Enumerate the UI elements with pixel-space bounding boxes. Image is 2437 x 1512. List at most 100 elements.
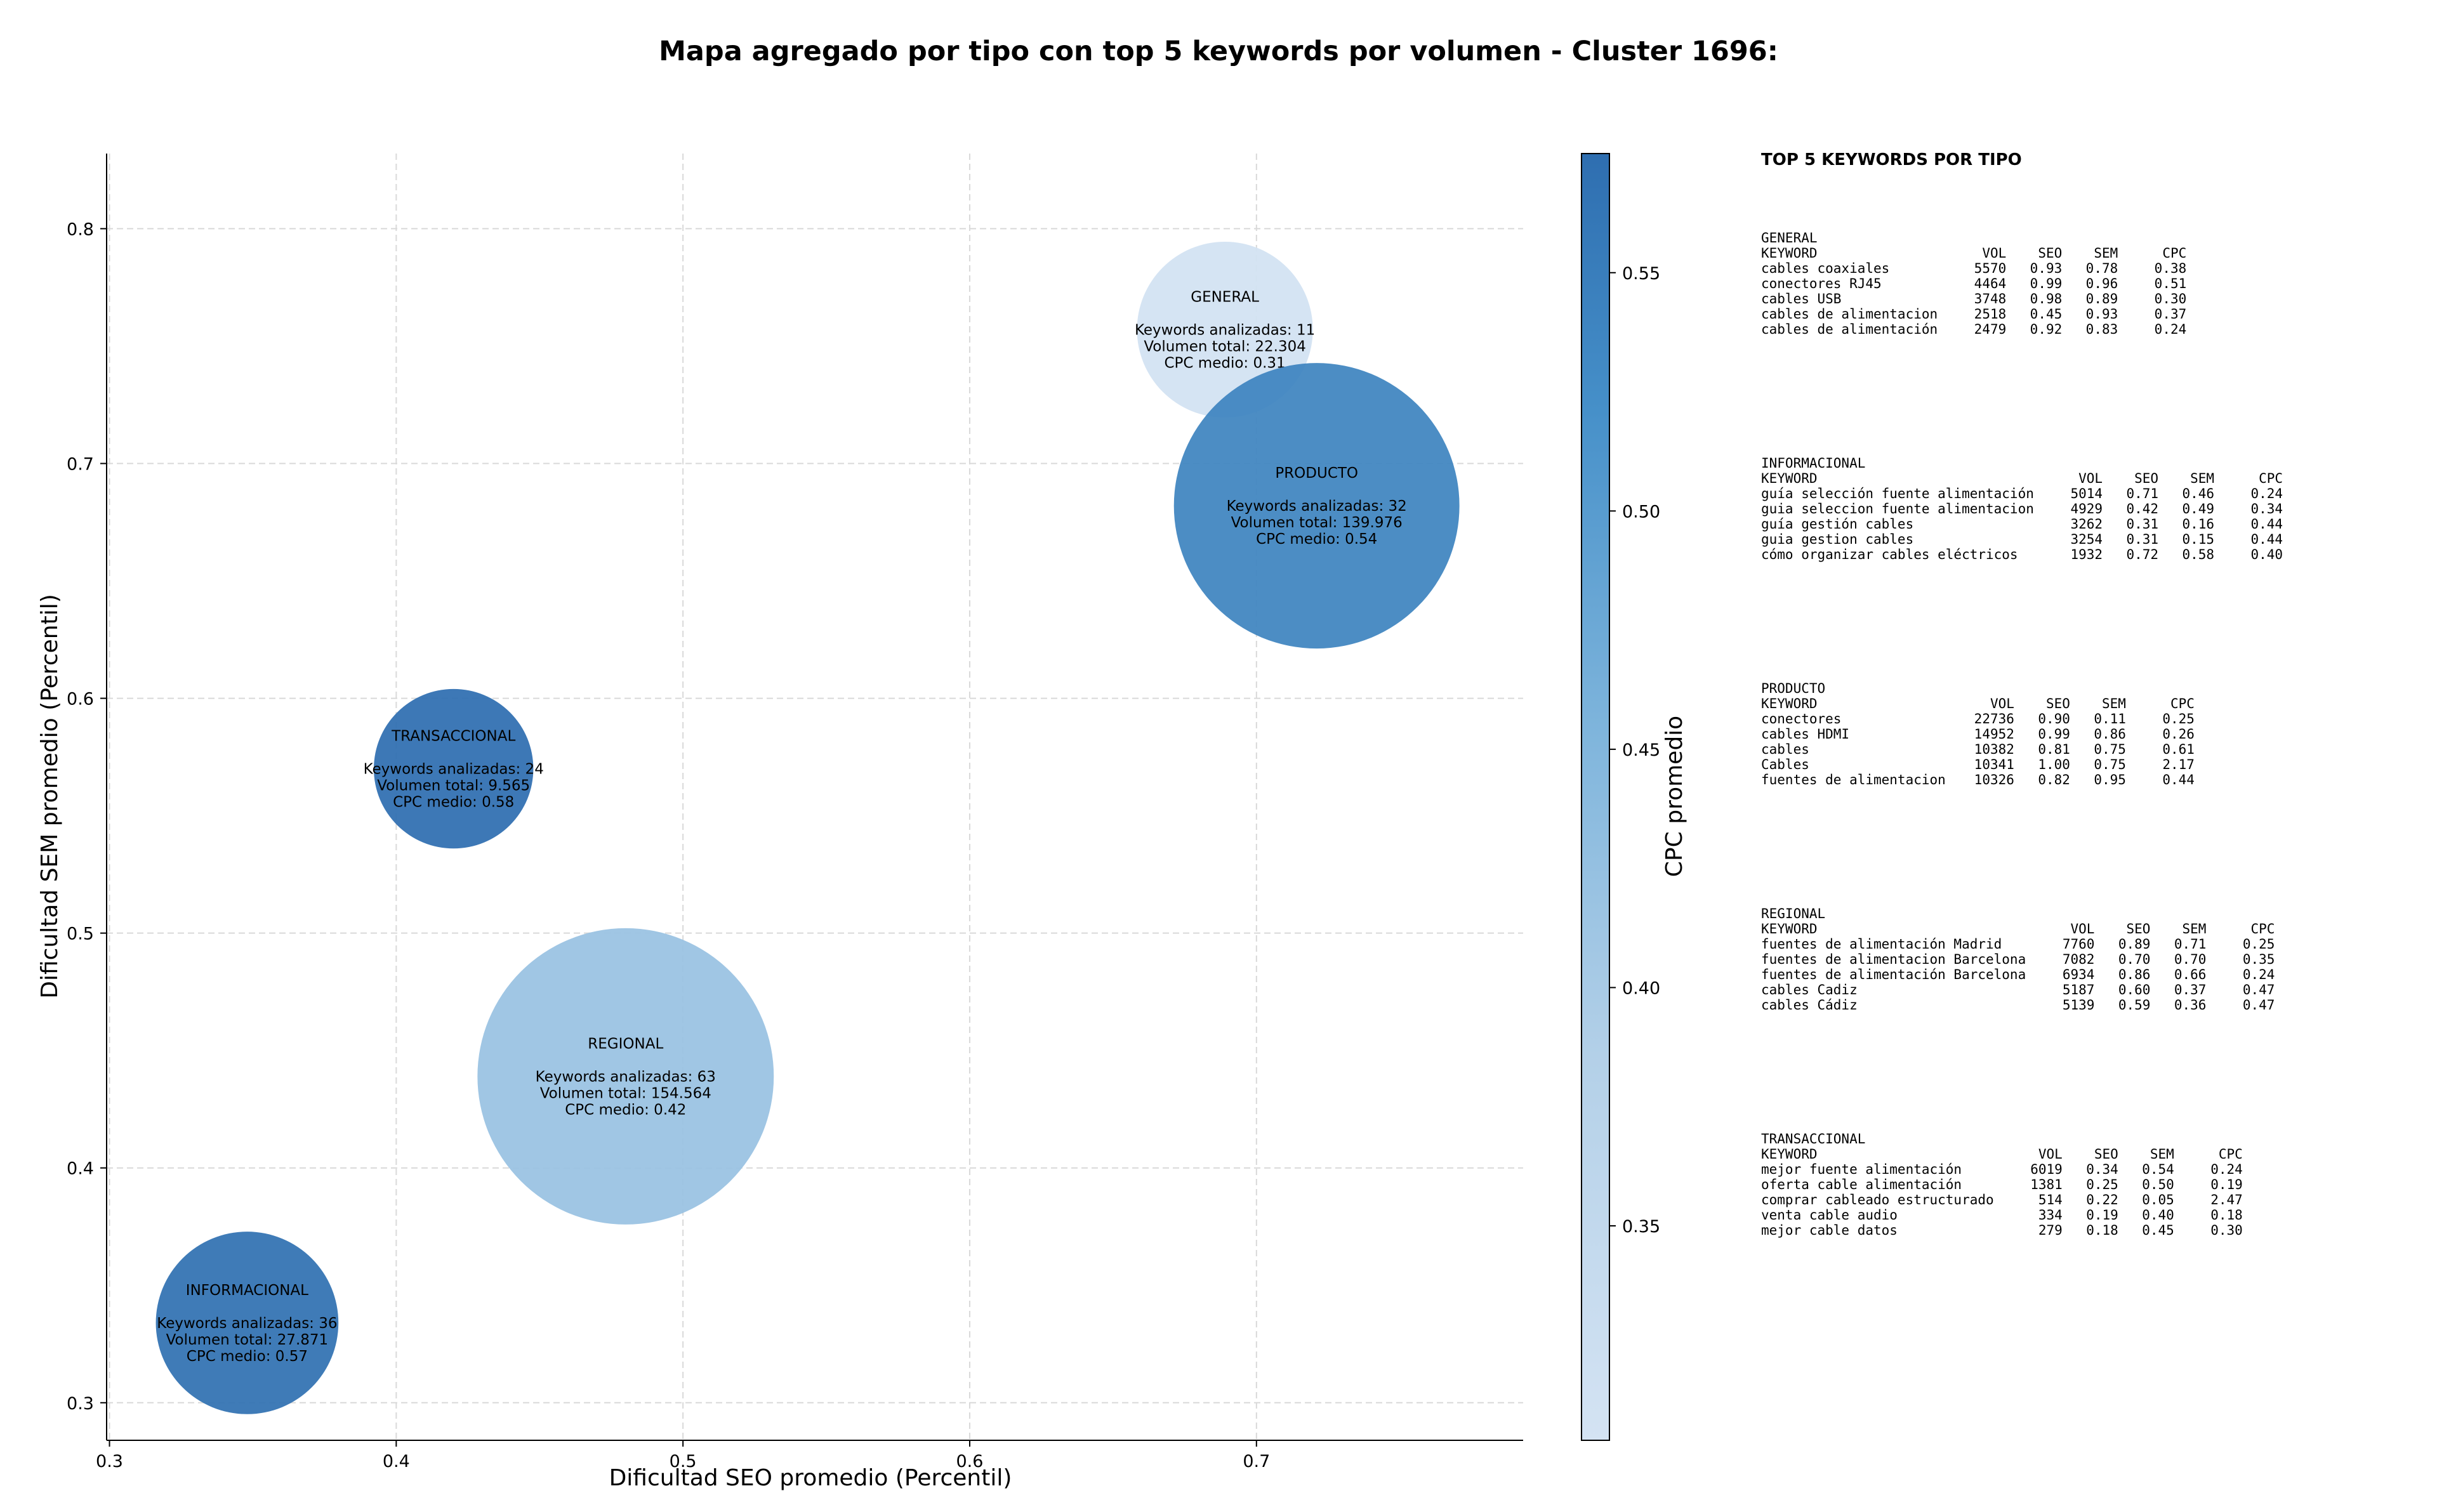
value-cell: 0.59 xyxy=(2118,997,2151,1013)
value-cell: 7760 xyxy=(2062,937,2095,952)
value-cell: 0.89 xyxy=(2085,291,2118,306)
value-cell: 0.35 xyxy=(2242,952,2275,967)
keyword-cell: cables xyxy=(1761,742,1809,757)
value-cell: SEO xyxy=(2045,696,2070,711)
value-cell: 514 xyxy=(2038,1192,2063,1207)
value-cell: 7082 xyxy=(2062,952,2095,967)
bubble-producto xyxy=(1173,363,1460,649)
bubble-label: Keywords analizadas: 63 xyxy=(536,1068,716,1085)
value-cell: CPC xyxy=(2218,1147,2243,1162)
value-cell: 0.82 xyxy=(2038,772,2070,787)
top-keywords-panel: TOP 5 KEYWORDS POR TIPO GENERAL KEYWORD VO… xyxy=(1761,152,2421,1485)
value-cell: 0.75 xyxy=(2094,742,2126,757)
keyword-row: cables Cádiz 5139 0.59 0.36 0.47 xyxy=(1761,997,2275,1013)
keyword-row: cables coaxiales 5570 0.93 0.78 0.38 xyxy=(1761,261,2186,276)
value-cell: 0.34 xyxy=(2250,501,2283,516)
bubble-transaccional xyxy=(374,688,534,849)
group-header-row: KEYWORD VOL SEO SEM CPC xyxy=(1761,1147,2243,1162)
value-cell: 0.25 xyxy=(2162,711,2195,726)
value-cell: 6934 xyxy=(2062,967,2095,982)
bubble-label: Volumen total: 154.564 xyxy=(540,1085,711,1101)
value-cell: 0.47 xyxy=(2242,982,2275,997)
keyword-row: fuentes de alimentación Madrid 7760 0.89 0.… xyxy=(1761,937,2275,952)
keyword-cell: KEYWORD xyxy=(1761,921,1818,937)
value-cell: 0.71 xyxy=(2126,486,2159,501)
value-cell: 0.45 xyxy=(2030,306,2063,322)
keyword-row: guía selección fuente alimentación 5014 0.… xyxy=(1761,486,2283,501)
value-cell: VOL xyxy=(1990,696,2014,711)
value-cell: 0.75 xyxy=(2094,757,2126,772)
keyword-cell: cables Cadiz xyxy=(1761,982,1858,997)
value-cell: 0.24 xyxy=(2250,486,2283,501)
keyword-cell: cables de alimentación xyxy=(1761,322,1938,337)
keyword-row: fuentes de alimentacion 10326 0.82 0.95 0.44 xyxy=(1761,772,2195,787)
keyword-row: cables Cadiz 5187 0.60 0.37 0.47 xyxy=(1761,982,2275,997)
keyword-cell: cables Cádiz xyxy=(1761,997,1858,1013)
colorbar-label: CPC promedio xyxy=(1661,716,1687,877)
keyword-cell: fuentes de alimentación Madrid xyxy=(1761,937,2002,952)
value-cell: 0.18 xyxy=(2210,1207,2243,1223)
value-cell: 3254 xyxy=(2070,532,2103,547)
keyword-row: cables de alimentación 2479 0.92 0.83 0.24 xyxy=(1761,322,2186,337)
value-cell: 0.70 xyxy=(2174,952,2207,967)
value-cell: 0.99 xyxy=(2038,726,2070,742)
bubble-regional xyxy=(477,928,774,1225)
keyword-cell: conectores xyxy=(1761,711,1842,726)
y-tick-label: 0.8 xyxy=(67,220,94,239)
bubble-label: Volumen total: 9.565 xyxy=(377,778,530,794)
value-cell: 5014 xyxy=(2070,486,2103,501)
value-cell: 0.66 xyxy=(2174,967,2207,982)
value-cell: 0.95 xyxy=(2094,772,2126,787)
y-tick-label: 0.7 xyxy=(67,454,94,474)
value-cell: 4464 xyxy=(1974,276,2007,291)
value-cell: 0.50 xyxy=(2142,1177,2174,1192)
keyword-row: guía gestión cables 3262 0.31 0.16 0.44 xyxy=(1761,516,2283,532)
value-cell: 10326 xyxy=(1974,772,2014,787)
panel-title: TOP 5 KEYWORDS POR TIPO xyxy=(1761,150,2022,169)
keyword-cell: mejor cable datos xyxy=(1761,1223,1898,1238)
value-cell: 0.16 xyxy=(2182,516,2215,532)
keyword-row: cómo organizar cables eléctricos 1932 0.72… xyxy=(1761,547,2283,562)
value-cell: 0.83 xyxy=(2085,322,2118,337)
group-name: INFORMACIONAL xyxy=(1761,456,1866,471)
value-cell: 10341 xyxy=(1974,757,2014,772)
y-tick-label: 0.4 xyxy=(67,1159,94,1179)
bubble-informacional xyxy=(155,1232,339,1414)
value-cell: 0.44 xyxy=(2250,532,2283,547)
x-tick-label: 0.6 xyxy=(956,1452,984,1471)
keyword-row: fuentes de alimentacion Barcelona 7082 0.7… xyxy=(1761,952,2275,967)
value-cell: 0.58 xyxy=(2182,547,2215,562)
value-cell: 0.81 xyxy=(2038,742,2070,757)
axes: 0.3 0.4 0.5 0.6 0.7 0.3 0.4 0.5 0.6 0.7 0.8 xyxy=(67,154,1523,1471)
keyword-cell: fuentes de alimentacion Barcelona xyxy=(1761,952,2026,967)
value-cell: 0.70 xyxy=(2118,952,2151,967)
value-cell: VOL xyxy=(2070,921,2095,937)
group-name: TRANSACCIONAL xyxy=(1761,1131,1866,1147)
y-tick-label: 0.6 xyxy=(67,690,94,709)
value-cell: 279 xyxy=(2038,1223,2063,1238)
value-cell: 2.47 xyxy=(2210,1192,2243,1207)
keyword-cell: oferta cable alimentación xyxy=(1761,1177,1962,1192)
value-cell: 0.37 xyxy=(2174,982,2207,997)
value-cell: CPC xyxy=(2250,921,2275,937)
value-cell: 5187 xyxy=(2062,982,2095,997)
keyword-cell: guía selección fuente alimentación xyxy=(1761,486,2034,501)
bubble-label: Volumen total: 22.304 xyxy=(1144,339,1306,355)
y-axis-label: Dificultad SEM promedio (Percentil) xyxy=(37,594,63,999)
value-cell: 1932 xyxy=(2070,547,2103,562)
x-tick-label: 0.4 xyxy=(383,1452,410,1471)
keyword-cell: Cables xyxy=(1761,757,1809,772)
keyword-cell: fuentes de alimentacion xyxy=(1761,772,1946,787)
keyword-cell: venta cable audio xyxy=(1761,1207,1898,1223)
bubble-label: CPC medio: 0.57 xyxy=(187,1348,308,1365)
value-cell: 6019 xyxy=(2030,1162,2063,1177)
colorbar-gradient xyxy=(1581,153,1610,1441)
keyword-row: oferta cable alimentación 1381 0.25 0.50 0.1… xyxy=(1761,1177,2243,1192)
value-cell: 3262 xyxy=(2070,516,2103,532)
keyword-row: guia seleccion fuente alimentacion 4929 0.… xyxy=(1761,501,2283,516)
value-cell: 334 xyxy=(2038,1207,2063,1223)
keyword-group-regional: REGIONAL KEYWORD VOL SEO SEM CPC fuentes de al… xyxy=(1761,906,2275,1013)
bubble-label: PRODUCTO xyxy=(1275,465,1358,482)
keyword-group-general: GENERAL KEYWORD VOL SEO SEM CPC cables coaxial… xyxy=(1761,230,2186,337)
keyword-cell: conectores RJ45 xyxy=(1761,276,1882,291)
